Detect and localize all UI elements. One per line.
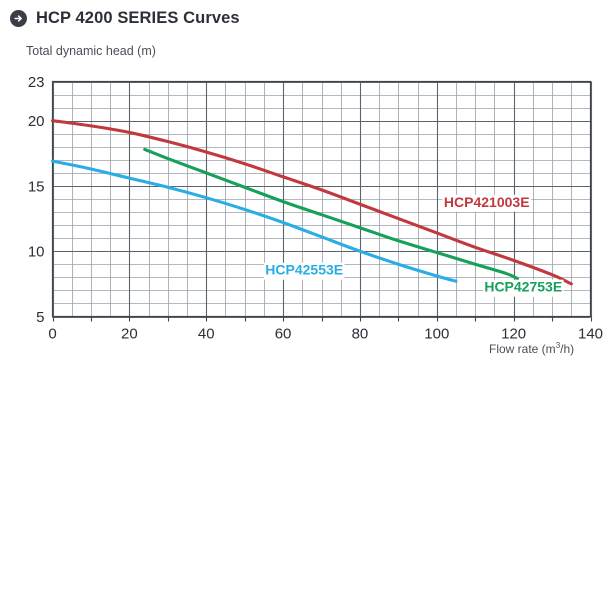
series-curve	[50, 119, 573, 286]
y-tick-label: 5	[36, 309, 44, 326]
y-tick-label: 20	[28, 113, 45, 130]
y-tick-label: 10	[28, 244, 45, 261]
plot-frame	[51, 80, 592, 318]
x-tick-label: 0	[48, 326, 56, 343]
series-curve	[143, 147, 520, 281]
axis-tick-labels: 5 10 15 20 23 0 20 40 60 80 100 120 140	[28, 74, 603, 343]
x-tick-label: 100	[424, 326, 449, 343]
x-tick-label: 80	[352, 326, 369, 343]
x-axis-title-superscript: 3	[555, 341, 561, 350]
series-label-backdrop	[482, 279, 564, 297]
y-axis-title: Total dynamic head (m)	[26, 44, 156, 58]
series-label: HCP42553E	[265, 262, 343, 278]
grid-major-lines	[52, 81, 593, 319]
series-label: HCP42753E	[484, 279, 562, 295]
series-curve	[50, 159, 458, 283]
x-axis-title: Flow rate (m3/h)	[489, 341, 575, 357]
x-tick-label: 40	[198, 326, 215, 343]
x-axis-title-tail: /h)	[560, 342, 575, 356]
x-tick-label: 120	[501, 326, 526, 343]
x-tick-label: 60	[275, 326, 292, 343]
y-tick-label: 23	[28, 74, 45, 91]
axis-tick-marks	[52, 316, 593, 322]
series-label-backdrop	[263, 262, 345, 280]
series-curves	[50, 119, 573, 286]
y-tick-label: 15	[28, 178, 45, 195]
series-annotations: HCP421003E HCP42753E HCP42553E	[263, 194, 564, 297]
series-label: HCP421003E	[444, 194, 530, 210]
x-axis-title-main: Flow rate (m	[489, 342, 556, 356]
pump-curve-chart: Total dynamic head (m) Flow rate (m3/h) …	[0, 36, 610, 376]
grid-minor-lines	[52, 81, 591, 317]
page-header: HCP 4200 SERIES Curves	[0, 0, 610, 36]
x-tick-label: 140	[578, 326, 603, 343]
series-label-backdrop	[442, 194, 532, 212]
x-tick-label: 20	[121, 326, 138, 343]
page-title: HCP 4200 SERIES Curves	[36, 8, 240, 27]
arrow-circle-right-icon	[10, 9, 27, 27]
